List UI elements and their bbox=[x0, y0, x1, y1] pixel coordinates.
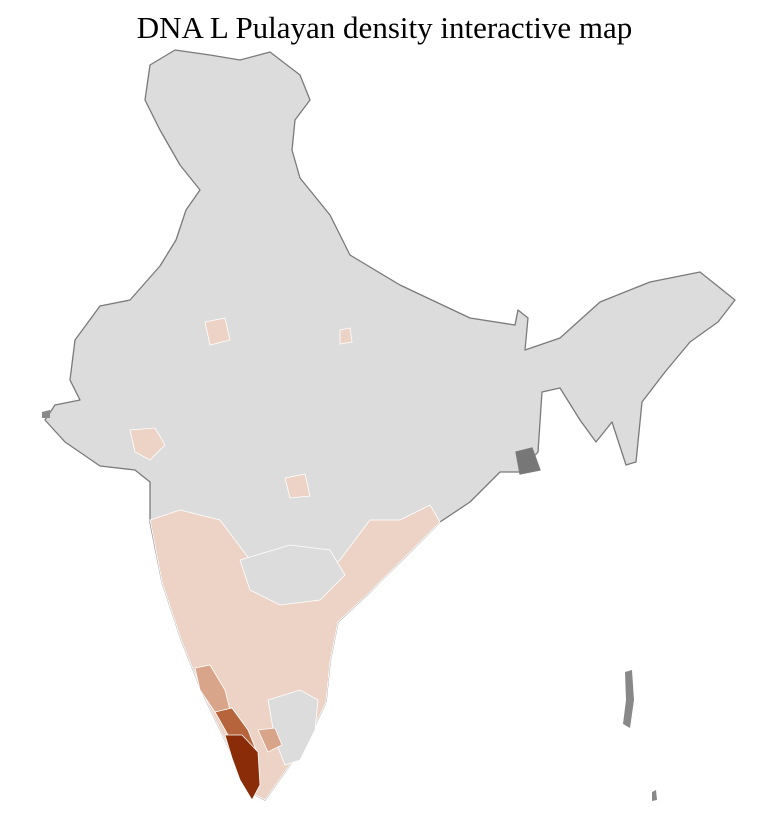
andaman-islands[interactable] bbox=[623, 670, 634, 728]
region-mp-low[interactable] bbox=[284, 473, 311, 499]
country-base-layer[interactable] bbox=[42, 49, 736, 801]
lakshadweep-islands[interactable] bbox=[42, 410, 50, 418]
region-tn-medium[interactable] bbox=[257, 727, 283, 753]
region-up-low[interactable] bbox=[339, 327, 353, 345]
region-kerala-south-very-high[interactable] bbox=[224, 734, 261, 801]
density-layer[interactable] bbox=[129, 317, 441, 801]
nicobar-islands[interactable] bbox=[652, 790, 657, 801]
region-rajasthan-low[interactable] bbox=[204, 317, 231, 346]
map-title: DNA L Pulayan density interactive map bbox=[136, 10, 633, 45]
region-central-nodata[interactable] bbox=[239, 544, 346, 606]
region-gujarat-low[interactable] bbox=[129, 427, 166, 461]
sri-lanka-gap-coast bbox=[515, 447, 541, 475]
